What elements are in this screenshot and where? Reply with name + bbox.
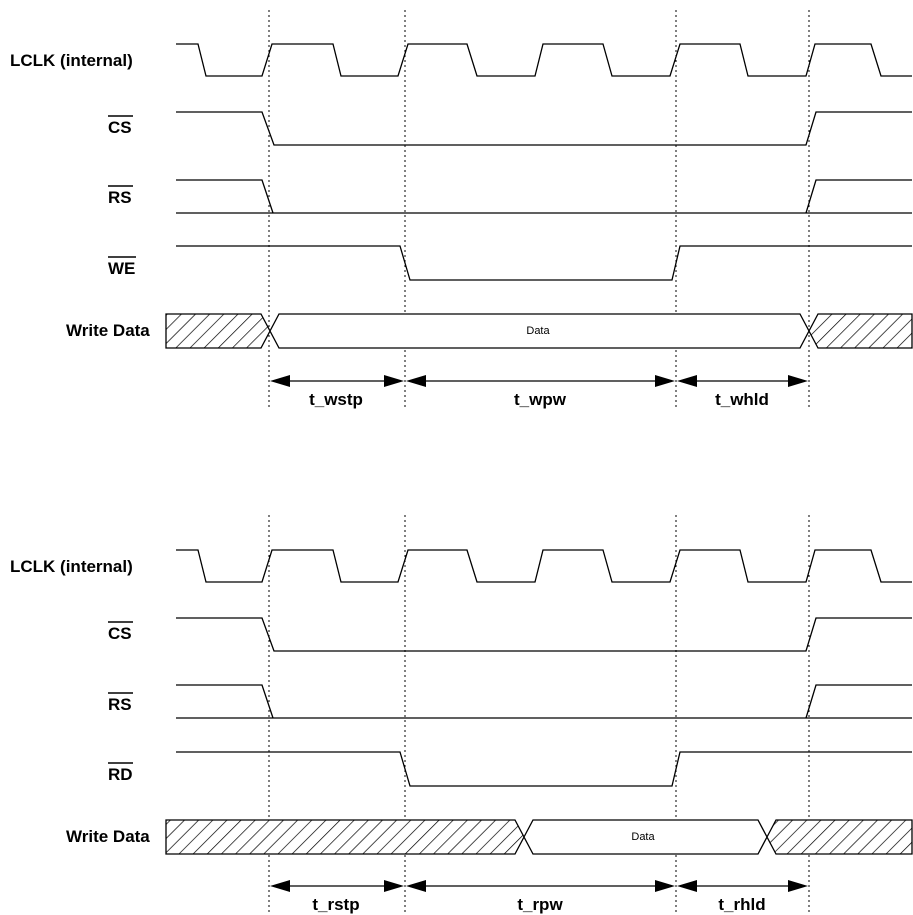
read-lclk-waveform [176, 549, 912, 583]
write-hold-arrow [677, 375, 808, 387]
read-rs-label: RS [108, 695, 132, 714]
read-pulse-arrow [406, 880, 675, 892]
read-data-value-label: Data [631, 831, 655, 843]
read-rs-high-line [176, 684, 274, 719]
read-setup-arrow [270, 880, 404, 892]
read-cs-label: CS [108, 624, 132, 643]
write-rs-label: RS [108, 188, 132, 207]
write-cycle: LCLK (internal) CS RS WE Write Data Data [10, 43, 913, 409]
write-pulse-width-label: t_wpw [514, 390, 567, 409]
write-hold-time-label: t_whld [715, 390, 769, 409]
write-rs-high-line [176, 179, 274, 214]
read-cs-waveform [176, 617, 912, 652]
read-cycle: LCLK (internal) CS RS RD Write Data Data [10, 549, 913, 914]
read-setup-time-label: t_rstp [312, 895, 359, 914]
write-setup-arrow [270, 375, 404, 387]
read-rd-label: RD [108, 765, 133, 784]
write-setup-time-label: t_wstp [309, 390, 363, 409]
write-rs-return-line [805, 179, 912, 214]
write-lclk-waveform [176, 43, 912, 77]
read-data-invalid-start [165, 819, 525, 855]
write-data-invalid-end [808, 313, 913, 349]
write-we-waveform [176, 245, 912, 281]
write-data-invalid-start [165, 313, 271, 349]
write-lclk-label: LCLK (internal) [10, 51, 133, 70]
write-we-label: WE [108, 259, 135, 278]
reference-guides [268, 10, 810, 915]
write-pulse-arrow [406, 375, 675, 387]
write-cs-waveform [176, 111, 912, 146]
read-pulse-width-label: t_rpw [517, 895, 563, 914]
read-hold-time-label: t_rhld [718, 895, 765, 914]
write-cs-label: CS [108, 118, 132, 137]
read-data-label: Write Data [66, 827, 150, 846]
write-data-value-label: Data [526, 325, 550, 337]
read-data-invalid-end [766, 819, 913, 855]
read-rd-waveform [176, 751, 912, 787]
read-rs-return-line [805, 684, 912, 719]
write-data-label: Write Data [66, 321, 150, 340]
read-lclk-label: LCLK (internal) [10, 557, 133, 576]
read-hold-arrow [677, 880, 808, 892]
